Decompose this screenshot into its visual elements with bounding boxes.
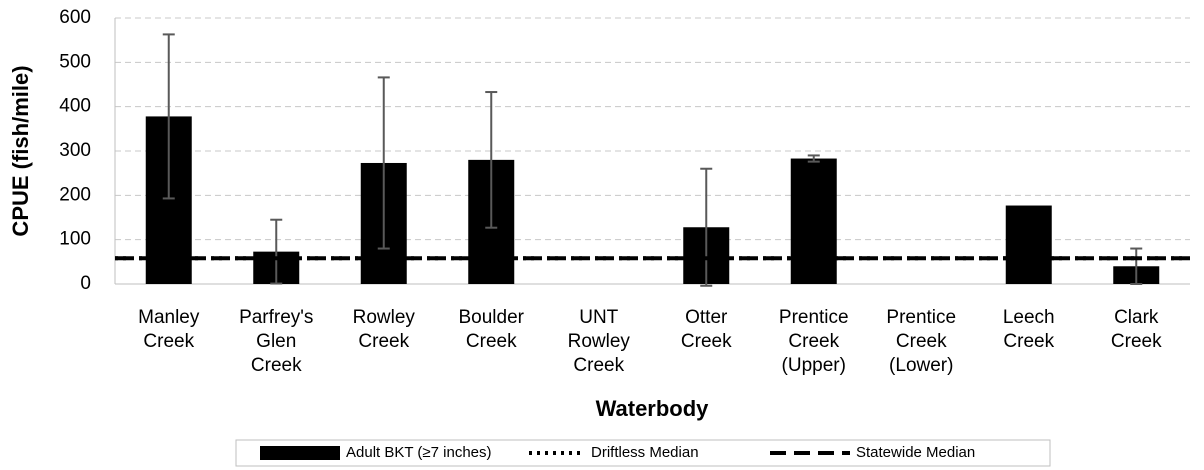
- x-tick-label-line: Otter: [685, 307, 728, 328]
- x-tick-label-line: Creek: [251, 355, 302, 376]
- legend-swatch: [260, 446, 340, 460]
- legend-label: Driftless Median: [591, 444, 699, 461]
- x-tick-label-line: Boulder: [459, 307, 525, 328]
- y-tick-label: 300: [59, 140, 91, 161]
- x-tick-label-line: Parfrey's: [239, 307, 313, 328]
- x-tick-label: Rowley Creek: [353, 307, 416, 352]
- x-tick-label-line: Creek: [1003, 331, 1054, 352]
- legend-label: Statewide Median: [856, 444, 975, 461]
- x-tick-label-line: Creek: [1111, 331, 1162, 352]
- x-tick-label-line: (Upper): [782, 355, 846, 376]
- y-tick-label: 500: [59, 51, 91, 72]
- bar: [790, 158, 837, 284]
- legend-label: Adult BKT (≥7 inches): [346, 444, 492, 461]
- x-tick-label: Clark Creek: [1111, 307, 1162, 352]
- x-tick-label-line: Leech: [1003, 307, 1055, 328]
- x-tick-label: Parfrey's Glen Creek: [239, 307, 313, 376]
- y-axis-title: CPUE (fish/mile): [8, 65, 33, 236]
- x-tick-label: UNT Rowley Creek: [568, 307, 631, 376]
- x-tick-label: Leech Creek: [1003, 307, 1055, 352]
- y-tick-label: 600: [59, 7, 91, 28]
- x-tick-label-line: Glen: [256, 331, 296, 352]
- x-tick-label: Boulder Creek: [459, 307, 525, 352]
- x-tick-label-line: Creek: [573, 355, 624, 376]
- x-tick-label: Prentice Creek (Lower): [886, 307, 956, 376]
- x-tick-label-line: Rowley: [568, 331, 631, 352]
- x-tick-label-line: Creek: [896, 331, 947, 352]
- x-tick-label-line: UNT: [579, 307, 618, 328]
- x-tick-label-line: Manley: [138, 307, 200, 328]
- x-tick-label: Manley Creek: [138, 307, 200, 352]
- x-tick-label-line: Creek: [466, 331, 517, 352]
- x-tick-label-line: Prentice: [886, 307, 956, 328]
- y-tick-label: 0: [80, 273, 91, 294]
- x-tick-label-line: (Lower): [889, 355, 953, 376]
- x-tick-label-line: Creek: [358, 331, 409, 352]
- x-tick-label-line: Prentice: [779, 307, 849, 328]
- x-tick-label: Otter Creek: [681, 307, 732, 352]
- x-tick-label-line: Rowley: [353, 307, 416, 328]
- x-tick-label-line: Creek: [788, 331, 839, 352]
- y-tick-label: 100: [59, 229, 91, 250]
- y-tick-label: 200: [59, 184, 91, 205]
- y-tick-label: 400: [59, 96, 91, 117]
- x-tick-label-line: Clark: [1114, 307, 1159, 328]
- x-axis-title: Waterbody: [596, 396, 710, 421]
- x-tick-label: Prentice Creek (Upper): [779, 307, 849, 376]
- x-tick-label-line: Creek: [681, 331, 732, 352]
- bar: [1005, 205, 1052, 284]
- legend-box: [235, 439, 1051, 467]
- x-tick-label-line: Creek: [143, 331, 194, 352]
